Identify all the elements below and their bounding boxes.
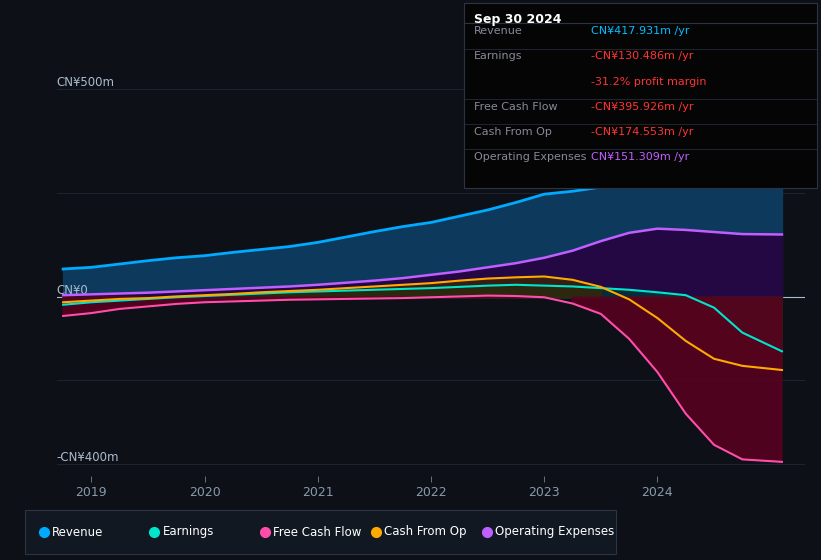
Text: Earnings: Earnings: [474, 52, 522, 62]
Text: Revenue: Revenue: [52, 525, 103, 539]
Text: Earnings: Earnings: [163, 525, 214, 539]
Text: Sep 30 2024: Sep 30 2024: [474, 13, 562, 26]
Text: CN¥0: CN¥0: [57, 284, 89, 297]
Text: Operating Expenses: Operating Expenses: [474, 152, 586, 162]
Text: CN¥417.931m /yr: CN¥417.931m /yr: [591, 26, 690, 36]
Text: Cash From Op: Cash From Op: [474, 127, 552, 137]
Text: -CN¥130.486m /yr: -CN¥130.486m /yr: [591, 52, 694, 62]
Text: Cash From Op: Cash From Op: [384, 525, 466, 539]
Text: CN¥500m: CN¥500m: [57, 76, 115, 90]
Text: Revenue: Revenue: [474, 26, 522, 36]
Text: -CN¥400m: -CN¥400m: [57, 451, 119, 464]
Text: -CN¥395.926m /yr: -CN¥395.926m /yr: [591, 102, 694, 112]
Text: Operating Expenses: Operating Expenses: [495, 525, 614, 539]
Text: -31.2% profit margin: -31.2% profit margin: [591, 77, 707, 87]
Text: Free Cash Flow: Free Cash Flow: [273, 525, 362, 539]
Text: Free Cash Flow: Free Cash Flow: [474, 102, 557, 112]
Text: CN¥151.309m /yr: CN¥151.309m /yr: [591, 152, 690, 162]
Text: -CN¥174.553m /yr: -CN¥174.553m /yr: [591, 127, 694, 137]
